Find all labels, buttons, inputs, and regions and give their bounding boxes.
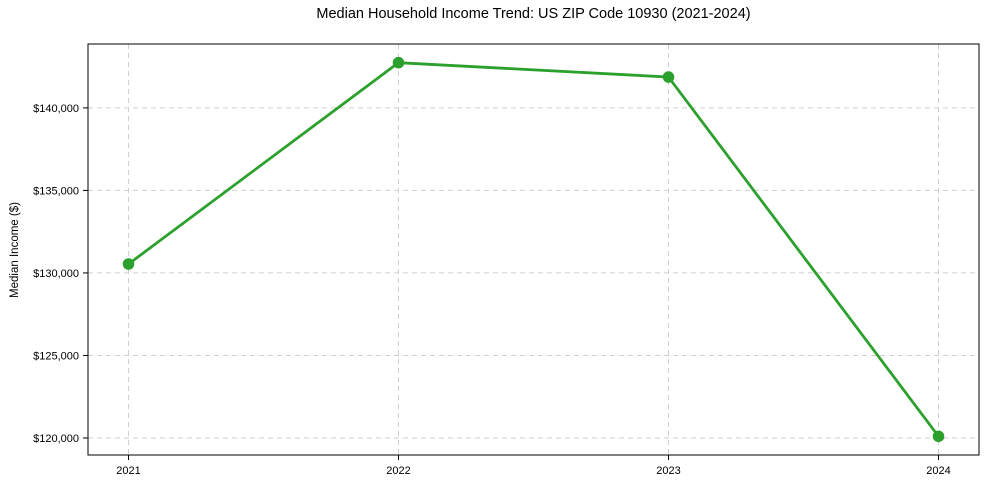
x-tick-label: 2021 [116,465,140,477]
data-point-2022 [392,56,405,69]
y-tick-label: $135,000 [33,185,79,197]
chart-title: Median Household Income Trend: US ZIP Co… [316,6,751,22]
x-tick-label: 2024 [926,465,950,477]
x-tick-label: 2023 [656,465,680,477]
y-tick-label: $120,000 [33,433,79,445]
axes-spines [87,43,980,456]
data-line [127,61,940,438]
y-tick-label: $125,000 [33,350,79,362]
y-tick-label: $140,000 [33,103,79,115]
y-tick-label: $130,000 [33,268,79,280]
data-point-2021 [122,258,135,270]
x-tick-label: 2022 [386,465,410,477]
data-point-2023 [662,71,675,83]
data-point-2024 [932,430,945,443]
